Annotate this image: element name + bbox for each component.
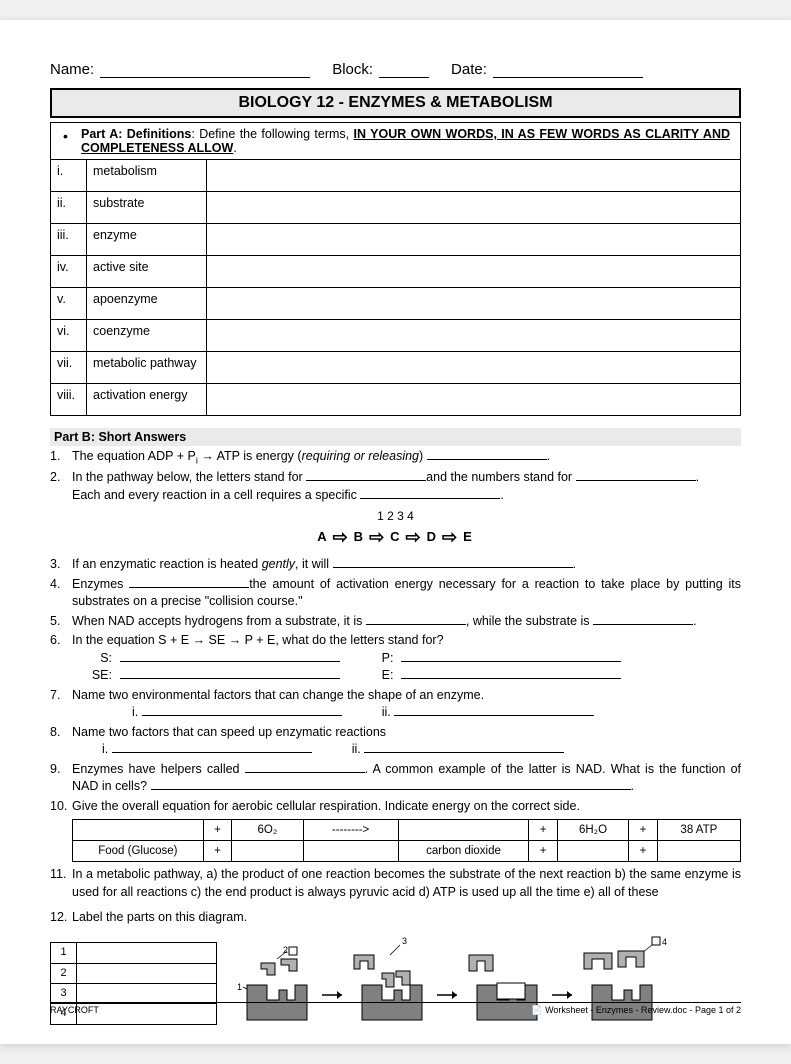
def-term: metabolic pathway [87, 352, 207, 384]
definition-row: vii.metabolic pathway [51, 352, 741, 384]
label-answer[interactable] [77, 943, 217, 963]
def-term: active site [87, 256, 207, 288]
worksheet-page: Name: Block: Date: BIOLOGY 12 - ENZYMES … [0, 20, 791, 1044]
q5-blank2[interactable] [593, 613, 693, 625]
def-num: iv. [51, 256, 87, 288]
definition-row: iv.active site [51, 256, 741, 288]
q9-blank2[interactable] [151, 778, 631, 790]
label-num: 3 [51, 983, 77, 1003]
def-term: metabolism [87, 160, 207, 192]
def-answer[interactable] [207, 224, 741, 256]
q6-e-blank[interactable] [401, 667, 621, 679]
def-num: iii. [51, 224, 87, 256]
svg-text:1: 1 [237, 982, 242, 992]
q6-p-blank[interactable] [401, 650, 621, 662]
eq-cell[interactable] [657, 841, 740, 862]
label-num: 2 [51, 963, 77, 983]
block-label: Block: [332, 61, 373, 78]
label-answer[interactable] [77, 983, 217, 1003]
part-b-header: Part B: Short Answers [50, 428, 741, 446]
definition-row: i.metabolism [51, 160, 741, 192]
svg-text:4: 4 [662, 937, 667, 947]
def-answer[interactable] [207, 192, 741, 224]
q3-blank[interactable] [333, 556, 573, 568]
def-num: ii. [51, 192, 87, 224]
def-num: i. [51, 160, 87, 192]
definitions-table: i.metabolismii.substrateiii.enzymeiv.act… [50, 159, 741, 416]
questions-list: 1. The equation ADP + Pi → ATP is energy… [50, 448, 741, 1025]
eq-cell: carbon dioxide [398, 841, 529, 862]
eq-cell: + [529, 841, 558, 862]
q2-blank1[interactable] [306, 469, 426, 481]
part-a-label: Part A: Definitions [81, 127, 191, 141]
def-term: substrate [87, 192, 207, 224]
footer-right: 📄 Worksheet - Enzymes - Review.doc - Pag… [531, 1005, 741, 1016]
definition-row: viii.activation energy [51, 384, 741, 416]
eq-cell: 38 ATP [657, 820, 740, 841]
eq-cell: + [529, 820, 558, 841]
def-answer[interactable] [207, 160, 741, 192]
def-answer[interactable] [207, 288, 741, 320]
eq-cell: 6H₂O [557, 820, 628, 841]
eq-cell[interactable] [398, 820, 529, 841]
pathway-diagram: 1 2 3 4 A⇨B⇨C⇨D⇨E [50, 508, 741, 550]
def-answer[interactable] [207, 352, 741, 384]
def-num: v. [51, 288, 87, 320]
name-blank[interactable] [100, 60, 310, 78]
label-num: 1 [51, 943, 77, 963]
svg-text:3: 3 [402, 936, 407, 946]
definition-row: iii.enzyme [51, 224, 741, 256]
eq-cell: + [629, 841, 658, 862]
eq-cell: + [203, 841, 232, 862]
block-blank[interactable] [379, 60, 429, 78]
eq-cell: + [629, 820, 658, 841]
def-term: apoenzyme [87, 288, 207, 320]
part-a-instructions: • Part A: Definitions: Define the follow… [50, 122, 741, 159]
def-term: enzyme [87, 224, 207, 256]
q6-s-blank[interactable] [120, 650, 340, 662]
q6-se-blank[interactable] [120, 667, 340, 679]
header-fields: Name: Block: Date: [50, 60, 741, 78]
definition-row: vi.coenzyme [51, 320, 741, 352]
date-label: Date: [451, 61, 487, 78]
definition-row: v.apoenzyme [51, 288, 741, 320]
def-term: coenzyme [87, 320, 207, 352]
date-blank[interactable] [493, 60, 643, 78]
definition-row: ii.substrate [51, 192, 741, 224]
q2-blank3[interactable] [360, 487, 500, 499]
def-answer[interactable] [207, 320, 741, 352]
def-num: vii. [51, 352, 87, 384]
eq-cell[interactable] [73, 820, 204, 841]
q7-blank1[interactable] [142, 704, 342, 716]
page-title: BIOLOGY 12 - ENZYMES & METABOLISM [50, 88, 741, 118]
def-num: viii. [51, 384, 87, 416]
q9-blank1[interactable] [245, 761, 365, 773]
def-answer[interactable] [207, 384, 741, 416]
equation-table: +6O₂-------->+6H₂O+38 ATP Food (Glucose)… [72, 819, 741, 862]
eq-cell: --------> [303, 820, 398, 841]
def-num: vi. [51, 320, 87, 352]
label-answer[interactable] [77, 963, 217, 983]
def-answer[interactable] [207, 256, 741, 288]
page-footer: RAYCROFT 📄 Worksheet - Enzymes - Review.… [50, 1002, 741, 1016]
q7-blank2[interactable] [394, 704, 594, 716]
q2-blank2[interactable] [576, 469, 696, 481]
eq-cell: + [203, 820, 232, 841]
eq-cell[interactable] [557, 841, 628, 862]
q5-blank1[interactable] [366, 613, 466, 625]
eq-cell: 6O₂ [232, 820, 303, 841]
q1-blank[interactable] [427, 448, 547, 460]
q8-blank2[interactable] [364, 741, 564, 753]
footer-left: RAYCROFT [50, 1005, 99, 1016]
eq-cell[interactable] [232, 841, 303, 862]
eq-cell[interactable] [303, 841, 398, 862]
name-label: Name: [50, 61, 94, 78]
q8-blank1[interactable] [112, 741, 312, 753]
q4-blank[interactable] [129, 576, 249, 588]
def-term: activation energy [87, 384, 207, 416]
eq-cell: Food (Glucose) [73, 841, 204, 862]
